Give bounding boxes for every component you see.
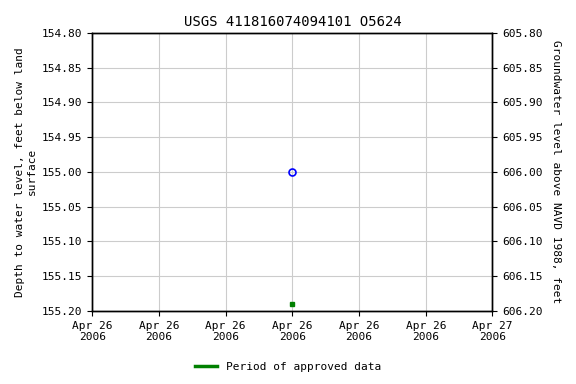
Y-axis label: Depth to water level, feet below land
surface: Depth to water level, feet below land su… xyxy=(15,47,37,297)
Y-axis label: Groundwater level above NAVD 1988, feet: Groundwater level above NAVD 1988, feet xyxy=(551,40,561,303)
Legend: Period of approved data: Period of approved data xyxy=(191,358,385,377)
Title: USGS 411816074094101 O5624: USGS 411816074094101 O5624 xyxy=(184,15,401,29)
